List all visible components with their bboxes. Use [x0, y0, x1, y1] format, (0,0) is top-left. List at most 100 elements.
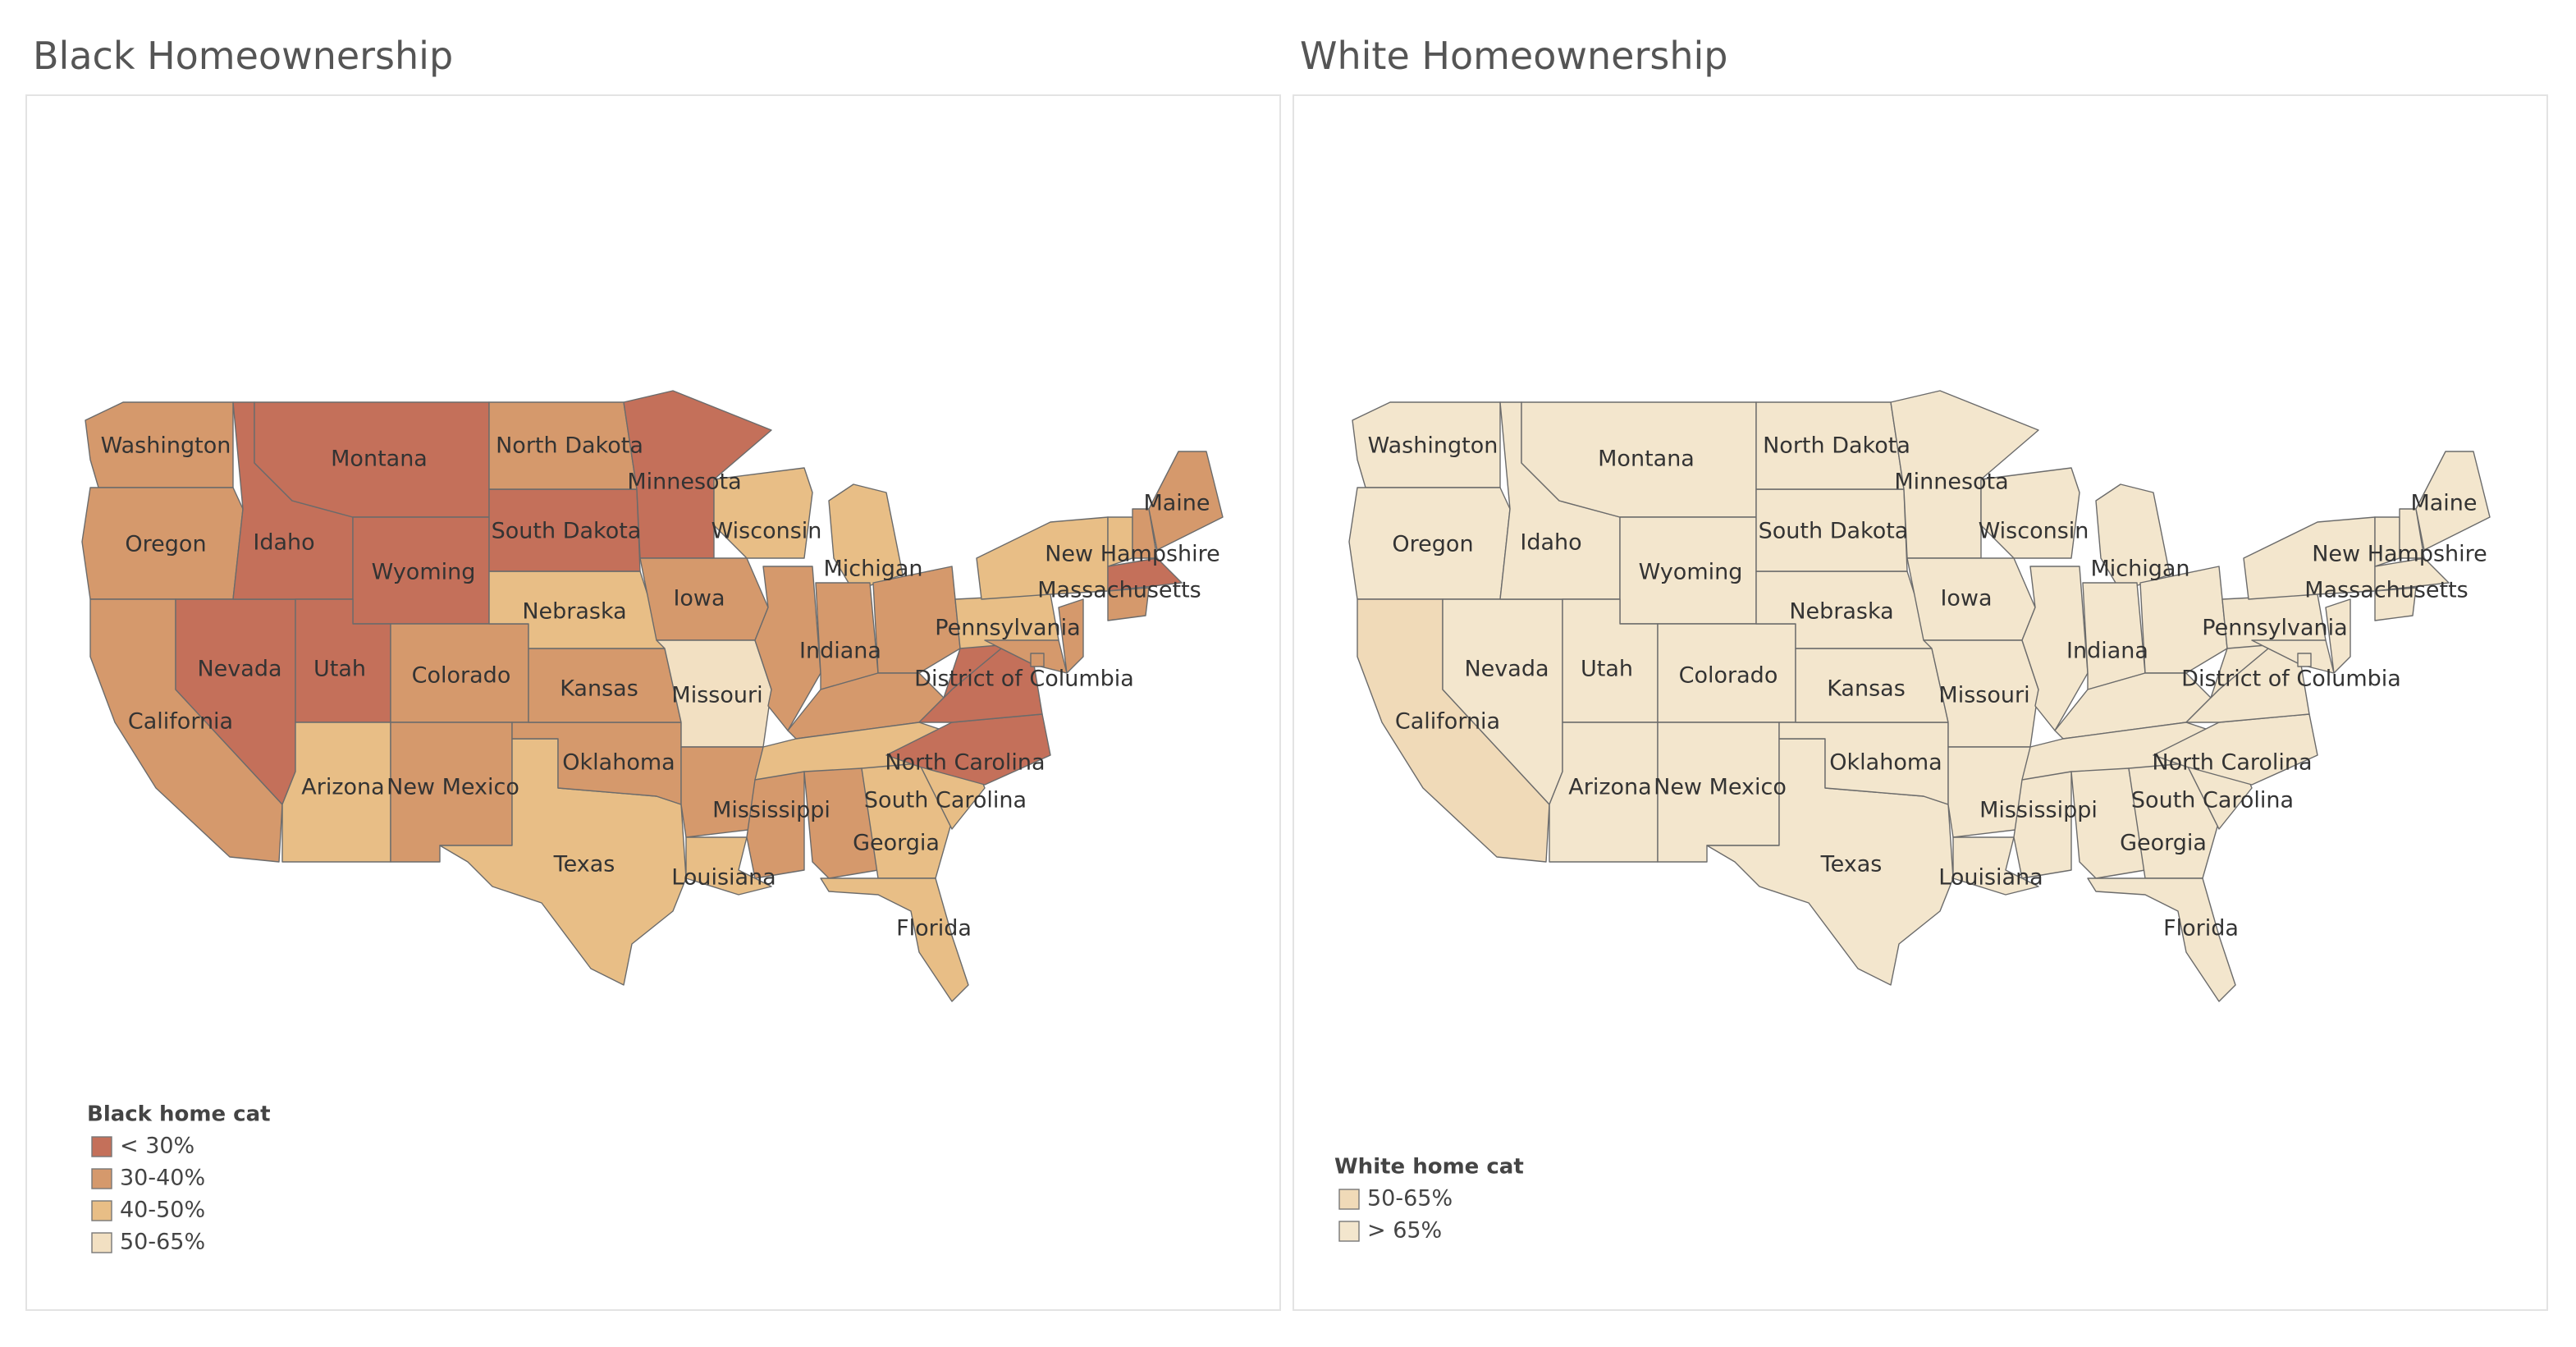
state-label: Iowa — [673, 586, 725, 612]
state-label: Utah — [313, 657, 366, 682]
state-label: Montana — [1598, 447, 1695, 472]
state-label: Oregon — [125, 532, 206, 557]
state-label: Massachusetts — [1037, 578, 1201, 603]
legend-label: 50-65% — [1367, 1186, 1453, 1212]
legend-swatch — [91, 1136, 112, 1157]
state-label: Mississippi — [712, 798, 830, 823]
state-label: South Carolina — [864, 788, 1027, 813]
state — [1058, 598, 1084, 674]
state — [1107, 557, 1183, 592]
state-label: Montana — [331, 447, 428, 472]
state-label: Texas — [1820, 852, 1883, 877]
state — [828, 483, 904, 592]
legend-label: > 65% — [1367, 1218, 1442, 1244]
state-label: Missouri — [1938, 683, 2029, 708]
state-label: New Hampshire — [1045, 542, 1220, 567]
state — [820, 877, 969, 1002]
state — [2095, 483, 2171, 592]
state — [2013, 771, 2072, 879]
state-label: South Dakota — [1759, 519, 1909, 544]
state-label: Kansas — [560, 676, 638, 702]
map — [1348, 390, 2491, 1002]
state-label: Georgia — [853, 831, 940, 856]
legend-title: White home cat — [1334, 1155, 1524, 1180]
legend-label: 30-40% — [120, 1166, 205, 1191]
legend-label: < 30% — [120, 1134, 194, 1159]
legend-swatch — [91, 1168, 112, 1189]
state — [2374, 557, 2450, 592]
state — [1148, 451, 1224, 551]
state-label: Maine — [1143, 491, 1210, 516]
state-label: South Carolina — [2131, 788, 2294, 813]
state — [680, 746, 764, 838]
state-label: North Carolina — [885, 750, 1045, 776]
state-label: Minnesota — [1894, 470, 2008, 495]
state-label: Maine — [2410, 491, 2477, 516]
state-label: Utah — [1581, 657, 1633, 682]
state-label: Washington — [101, 433, 231, 459]
state — [861, 763, 953, 879]
state-label: Michigan — [823, 557, 922, 582]
state — [2325, 598, 2351, 674]
state — [1107, 587, 1150, 621]
legend-swatch — [91, 1232, 112, 1253]
state — [2082, 582, 2146, 690]
state — [746, 771, 805, 879]
state-label: Iowa — [1940, 586, 1992, 612]
state-label: Nebraska — [1789, 599, 1893, 625]
state-label: Indiana — [799, 639, 881, 664]
state — [2139, 566, 2228, 674]
state-label: District of Columbia — [914, 667, 1134, 692]
state — [803, 767, 879, 879]
state-label: Idaho — [1520, 530, 1581, 556]
state-label: Wyoming — [1639, 560, 1743, 585]
legend-title: Black home cat — [87, 1102, 271, 1127]
state — [872, 566, 961, 674]
state-label: North Dakota — [1763, 433, 1910, 459]
state — [2251, 639, 2335, 674]
state — [1030, 653, 1045, 667]
state — [713, 467, 813, 559]
state-label: California — [1395, 709, 1500, 735]
state-label: Arizona — [301, 775, 384, 800]
panel-title: White Homeownership — [1300, 34, 1727, 78]
state-label: New Mexico — [387, 775, 519, 800]
state — [984, 639, 1068, 674]
state — [2021, 566, 2089, 731]
state — [2070, 767, 2146, 879]
state-label: South Dakota — [492, 519, 642, 544]
state-label: Missouri — [671, 683, 762, 708]
state-label: Florida — [896, 916, 972, 942]
state-label: Wyoming — [372, 560, 476, 585]
state — [754, 566, 821, 731]
state-label: Colorado — [1679, 663, 1778, 689]
legend-label: 50-65% — [120, 1230, 205, 1255]
state-label: Massachusetts — [2304, 578, 2468, 603]
state-label: Washington — [1368, 433, 1498, 459]
state-label: Minnesota — [627, 470, 741, 495]
state-label: Oklahoma — [562, 750, 675, 776]
state — [2415, 451, 2491, 551]
state — [2128, 763, 2220, 879]
state-label: Wisconsin — [711, 519, 822, 544]
state-label: Michigan — [2090, 557, 2189, 582]
state-label: California — [128, 709, 233, 735]
state-label: Louisiana — [671, 865, 776, 891]
state-label: Oregon — [1392, 532, 1473, 557]
legend-swatch — [1338, 1221, 1360, 1242]
state-label: Wisconsin — [1979, 519, 2089, 544]
state-label: Colorado — [412, 663, 511, 689]
state-label: Pennsylvania — [935, 616, 1080, 641]
state — [2087, 877, 2236, 1002]
state-label: Nevada — [1464, 657, 1549, 682]
state-label: District of Columbia — [2181, 667, 2401, 692]
state-label: Idaho — [253, 530, 314, 556]
legend-swatch — [91, 1200, 112, 1221]
state-label: Mississippi — [1979, 798, 2098, 823]
state-label: Arizona — [1568, 775, 1651, 800]
state — [815, 582, 879, 690]
state-label: Georgia — [2120, 831, 2207, 856]
state — [1947, 746, 2031, 838]
panel-title: Black Homeownership — [33, 34, 453, 78]
state-label: Nevada — [197, 657, 281, 682]
